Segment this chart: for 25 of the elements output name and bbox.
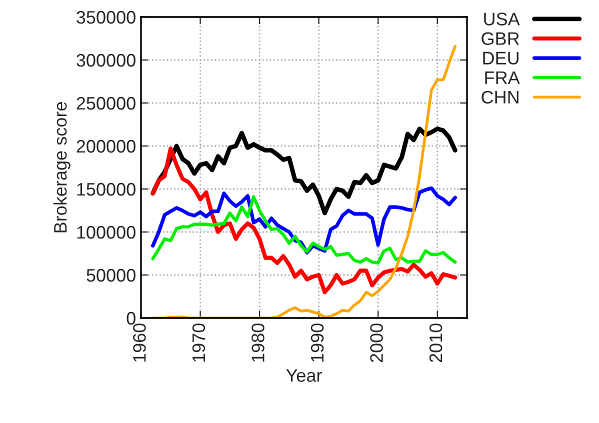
legend-label: FRA — [485, 71, 520, 84]
line-series — [150, 126, 458, 216]
line-series — [150, 146, 458, 294]
legend-label: GBR — [482, 32, 520, 45]
y-tick-label: 0 — [126, 312, 136, 325]
x-tick-label: 2010 — [429, 324, 442, 362]
y-tick-label: 250000 — [76, 96, 136, 110]
legend-label: CHN — [482, 90, 518, 104]
line-series — [151, 195, 457, 265]
y-tick-label: 300000 — [76, 54, 136, 67]
y-tick-label: 150000 — [77, 182, 136, 196]
y-axis-title: Brokerage score — [54, 102, 70, 232]
legend-label: USA — [484, 12, 520, 26]
x-tick-label: 1960 — [133, 324, 146, 362]
legend-label: DEU — [483, 52, 518, 65]
y-tick-label: 200000 — [76, 140, 136, 153]
y-tick-label: 50000 — [86, 268, 136, 282]
x-axis-title: Year — [286, 369, 322, 382]
x-tick-label: 1990 — [310, 324, 324, 362]
y-tick-label: 350000 — [76, 10, 136, 24]
y-tick-label: 100000 — [77, 226, 136, 239]
line-series — [151, 44, 457, 318]
x-tick-label: 1970 — [192, 324, 206, 362]
x-tick-label: 2000 — [370, 324, 383, 362]
x-tick-label: 1980 — [252, 324, 264, 362]
